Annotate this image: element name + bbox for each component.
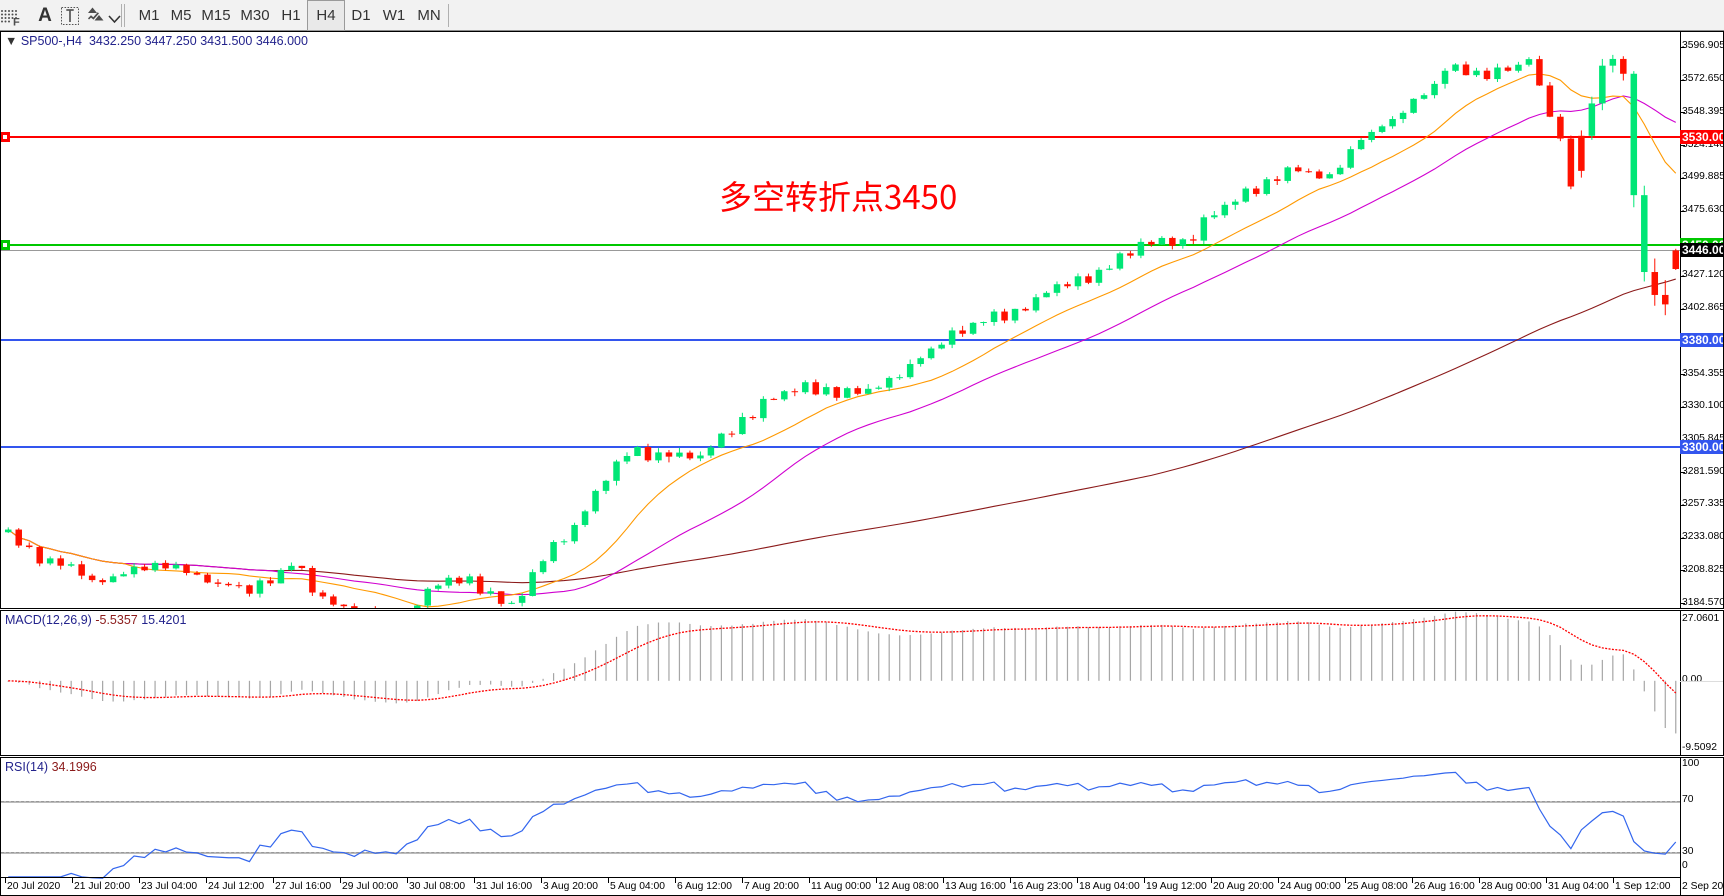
svg-text:F: F	[13, 17, 20, 29]
